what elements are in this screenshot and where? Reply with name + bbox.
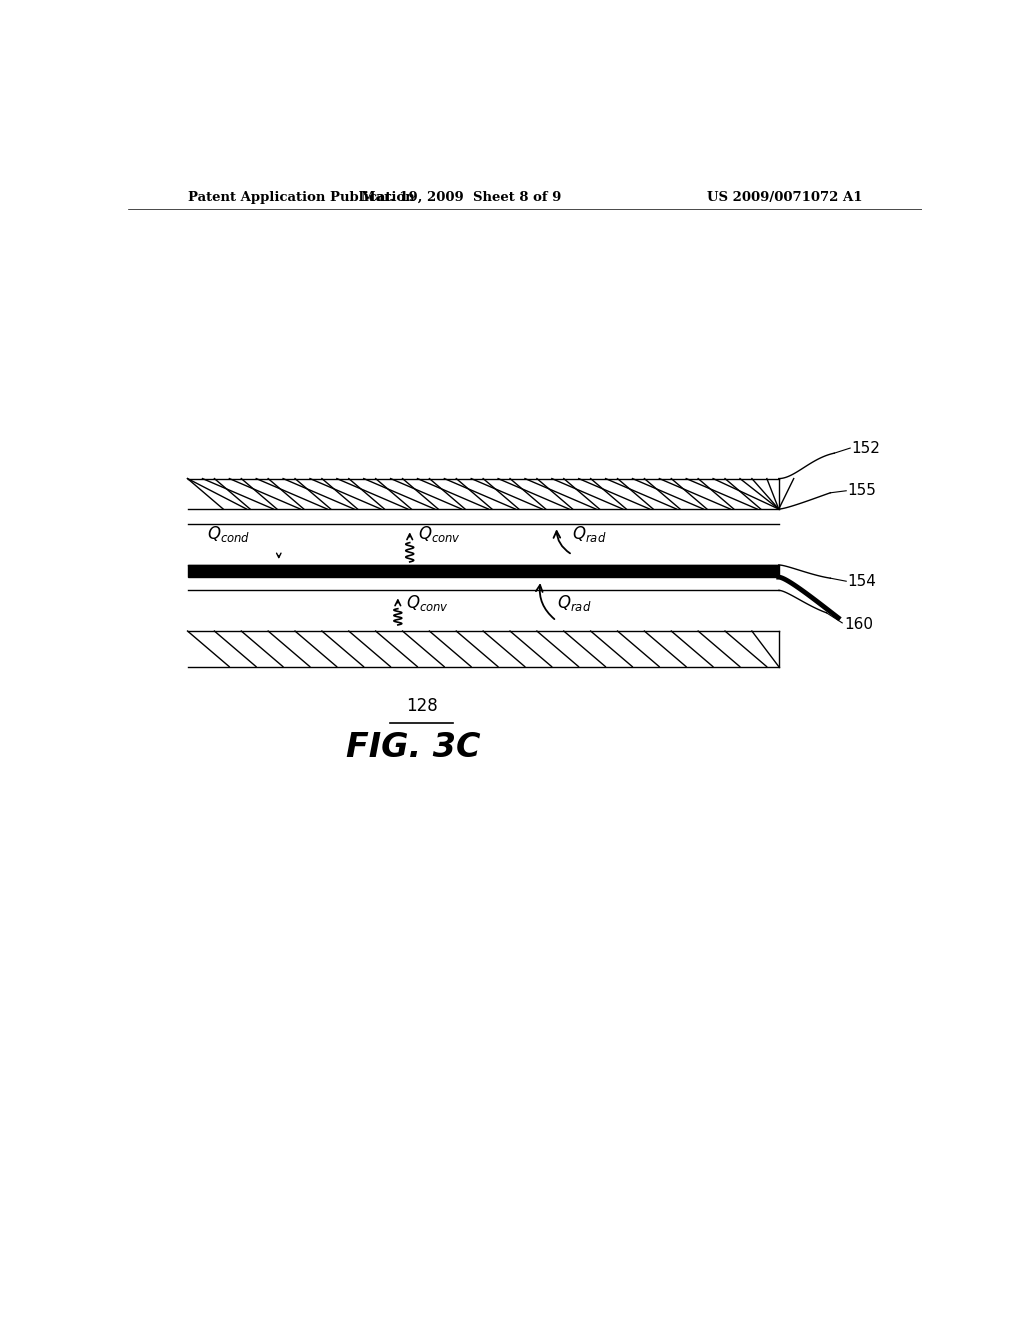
Text: $Q_{rad}$: $Q_{rad}$: [557, 593, 591, 612]
Text: 154: 154: [848, 574, 877, 589]
Text: 160: 160: [844, 618, 872, 632]
Bar: [187, 565, 778, 577]
Text: $Q_{conv}$: $Q_{conv}$: [406, 593, 449, 612]
Text: $Q_{cond}$: $Q_{cond}$: [207, 524, 251, 544]
Text: Patent Application Publication: Patent Application Publication: [187, 190, 415, 203]
Text: 152: 152: [852, 441, 881, 455]
Text: $Q_{rad}$: $Q_{rad}$: [572, 524, 607, 544]
Text: Mar. 19, 2009  Sheet 8 of 9: Mar. 19, 2009 Sheet 8 of 9: [361, 190, 561, 203]
Text: US 2009/0071072 A1: US 2009/0071072 A1: [707, 190, 862, 203]
Text: FIG. 3C: FIG. 3C: [346, 731, 481, 764]
Text: 128: 128: [406, 697, 437, 715]
Text: 155: 155: [848, 483, 877, 498]
Text: $Q_{conv}$: $Q_{conv}$: [418, 524, 461, 544]
